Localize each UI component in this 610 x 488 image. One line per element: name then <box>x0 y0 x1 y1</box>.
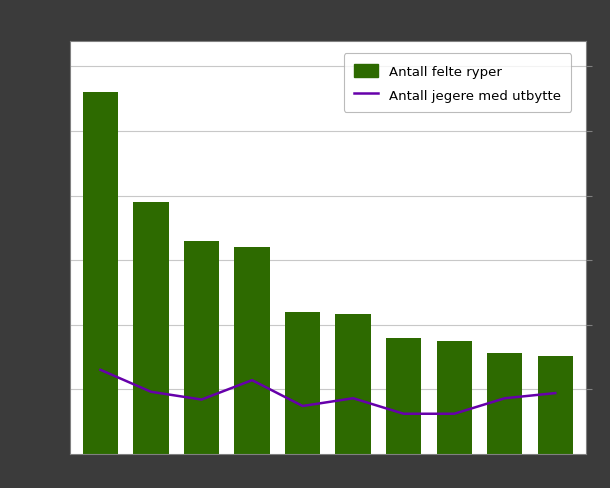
Bar <box>537 356 573 454</box>
Bar <box>134 203 169 454</box>
Bar <box>184 241 219 454</box>
Bar <box>386 338 422 454</box>
Bar <box>234 248 270 454</box>
Bar <box>437 342 472 454</box>
Bar <box>487 353 522 454</box>
Bar <box>83 93 118 454</box>
Bar <box>285 312 320 454</box>
Legend: Antall felte ryper, Antall jegere med utbytte: Antall felte ryper, Antall jegere med ut… <box>344 54 572 113</box>
Bar <box>336 315 371 454</box>
